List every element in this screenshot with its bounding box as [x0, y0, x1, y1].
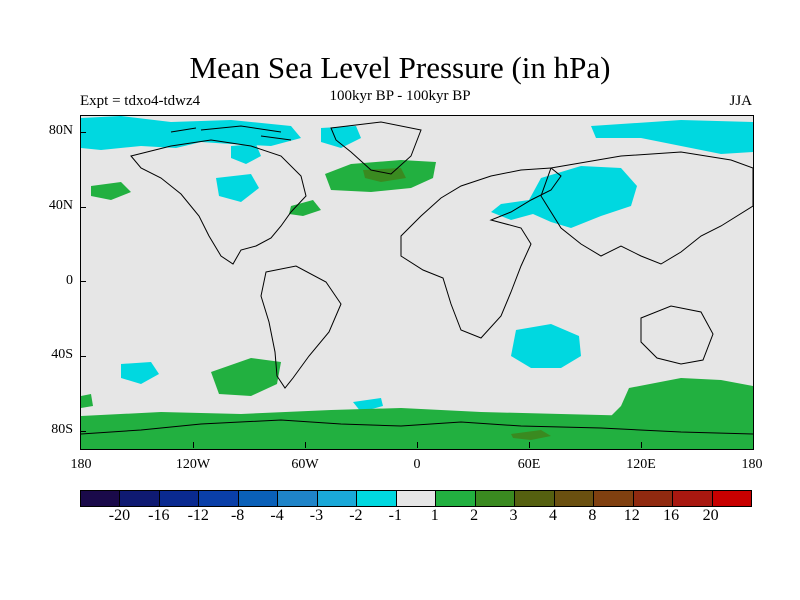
color-bar-swatch — [238, 491, 279, 506]
color-bar — [80, 490, 752, 507]
anomaly-greenland-sea — [321, 126, 361, 148]
x-tick — [417, 442, 418, 448]
color-bar-label: 20 — [702, 507, 719, 524]
color-bar-swatch — [475, 491, 516, 506]
color-bar-label: 4 — [548, 507, 557, 524]
x-label-60e: 60E — [517, 457, 541, 472]
stronger-anomaly-regions — [363, 168, 551, 440]
color-bar-label: -2 — [349, 507, 363, 524]
color-bar-swatch — [278, 491, 318, 506]
color-bar-swatch — [436, 491, 476, 506]
y-tick — [80, 281, 86, 282]
map-plot-area — [80, 115, 754, 450]
north-america-coast — [130, 139, 307, 265]
color-bar-label: -20 — [108, 507, 131, 524]
y-label-40n: 40N — [48, 198, 73, 213]
y-label-40s: 40S — [51, 347, 73, 362]
color-bar-label: -4 — [270, 507, 284, 524]
anomaly-baffin — [231, 144, 261, 164]
y-tick — [80, 356, 86, 357]
x-label-180e: 180 — [741, 457, 763, 472]
x-label-120e: 120E — [626, 457, 656, 472]
anomaly-antarctic-belt — [81, 408, 753, 449]
color-bar-swatch — [633, 491, 674, 506]
color-bar-label: -12 — [187, 507, 209, 524]
map-svg — [81, 116, 753, 449]
y-label-0: 0 — [66, 273, 73, 288]
anomaly-arctic-russia — [591, 120, 753, 154]
positive-anomaly-regions — [81, 160, 753, 449]
color-bar-swatch — [81, 491, 121, 506]
coastlines — [81, 121, 753, 435]
anomaly-pacific-south — [81, 394, 93, 408]
y-tick — [80, 207, 86, 208]
anomaly-arctic-canada — [81, 116, 301, 150]
antarctica-coast — [81, 419, 753, 435]
color-bar-label: 3 — [509, 507, 518, 524]
color-bar-swatch — [159, 491, 200, 506]
color-bar-label: 12 — [623, 507, 640, 524]
anomaly-atlantic-west — [289, 200, 321, 216]
anomaly-north-america — [216, 174, 259, 202]
color-bar-label: 1 — [430, 507, 439, 524]
asia-coast — [540, 151, 753, 265]
x-tick — [529, 442, 530, 448]
anomaly-iceland-core — [363, 168, 406, 182]
anomaly-north-pacific — [91, 182, 131, 200]
color-bar-swatch — [673, 491, 713, 506]
map-title: Mean Sea Level Pressure (in hPa) — [189, 50, 611, 85]
anomaly-south-pacific — [121, 362, 159, 384]
color-bar-swatch — [199, 491, 239, 506]
x-label-0: 0 — [413, 457, 421, 472]
color-bar-label: 2 — [470, 507, 479, 524]
color-bar-swatch — [357, 491, 397, 506]
arctic-islands — [170, 125, 292, 141]
y-tick — [80, 132, 86, 133]
color-bar-swatch — [120, 491, 160, 506]
anomaly-antarctic-core — [511, 430, 551, 440]
anomaly-central-asia — [491, 166, 637, 228]
color-bar-swatch — [317, 491, 358, 506]
color-bar-label: 16 — [663, 507, 680, 524]
negative-anomaly-regions — [81, 116, 753, 412]
map-subtitle: 100kyr BP - 100kyr BP — [329, 88, 471, 104]
color-bar-label: 8 — [588, 507, 597, 524]
anomaly-south-east-pacific — [211, 358, 281, 396]
color-bar-swatch — [396, 491, 437, 506]
australia-coast — [640, 305, 714, 365]
south-america-coast — [260, 265, 342, 389]
x-label-120w: 120W — [175, 457, 211, 472]
europe-africa-coast — [400, 167, 562, 339]
x-tick — [305, 442, 306, 448]
x-tick — [641, 442, 642, 448]
color-bar-label: -1 — [388, 507, 402, 524]
greenland-coast — [330, 121, 422, 175]
color-bar-label: -3 — [309, 507, 324, 524]
y-tick — [80, 431, 86, 432]
color-bar-swatch — [554, 491, 595, 506]
color-bar-swatch — [712, 491, 751, 506]
x-label-60w: 60W — [291, 457, 319, 472]
anomaly-indian-ocean — [511, 324, 581, 368]
color-bar-swatch — [594, 491, 634, 506]
experiment-label: Expt = tdxo4-tdwz4 — [80, 93, 201, 109]
color-bar-label: -8 — [230, 507, 245, 524]
y-label-80s: 80S — [51, 422, 73, 437]
y-label-80n: 80N — [48, 123, 73, 138]
x-label-180w: 180 — [70, 457, 92, 472]
color-bar-swatch — [515, 491, 555, 506]
anomaly-south-atlantic — [353, 398, 383, 412]
season-label: JJA — [729, 93, 752, 109]
x-tick — [193, 442, 194, 448]
color-bar-label: -16 — [148, 507, 170, 524]
